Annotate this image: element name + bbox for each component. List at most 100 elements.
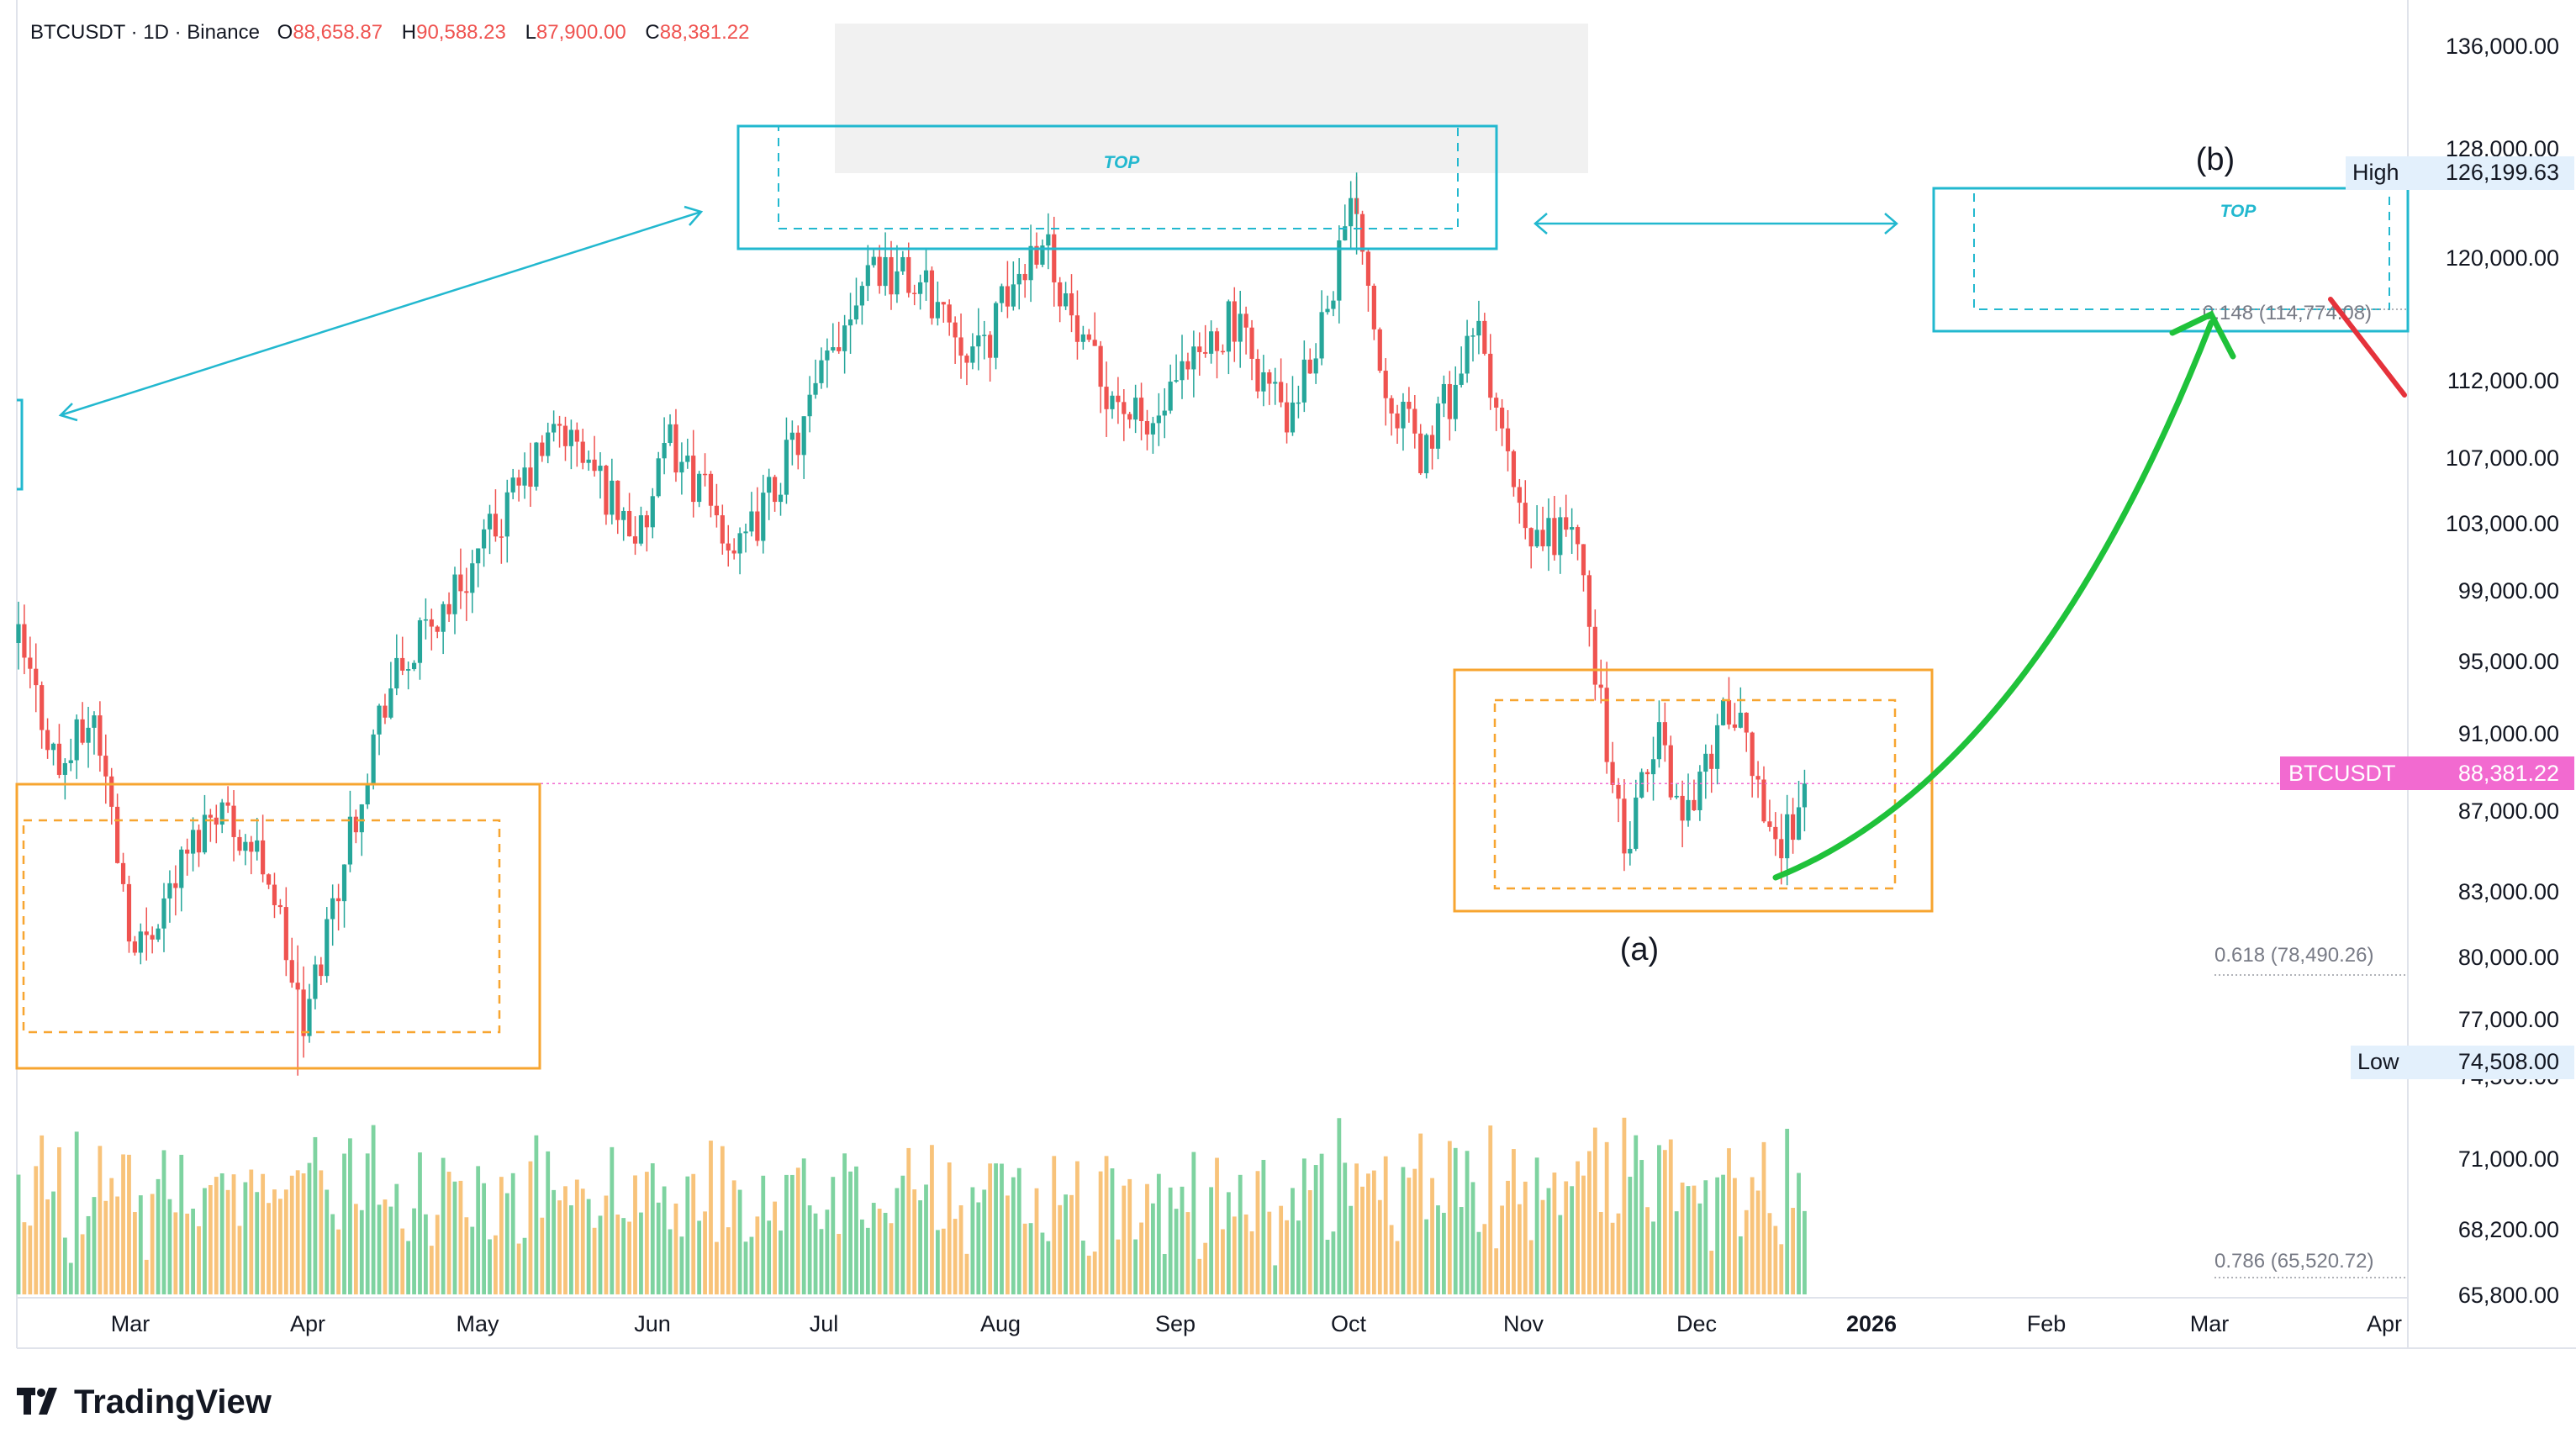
volume-bar	[1139, 1222, 1143, 1294]
candle-body	[1488, 353, 1493, 398]
volume-bar	[1540, 1199, 1545, 1294]
candle-body	[214, 817, 219, 825]
volume-bar	[813, 1213, 818, 1294]
candle-body	[249, 841, 254, 852]
volume-bar	[1442, 1212, 1446, 1294]
candle-body	[1674, 795, 1679, 798]
volume-bar	[203, 1188, 207, 1294]
candle-body	[1761, 779, 1766, 822]
volume-bar	[1307, 1190, 1312, 1294]
candle-body	[1011, 284, 1016, 307]
candle-body	[1174, 380, 1179, 382]
volume-bar	[74, 1131, 79, 1294]
candle-body	[1412, 408, 1417, 434]
volume-bar	[703, 1211, 707, 1294]
volume-bar	[1104, 1156, 1109, 1294]
price-tick-label: 95,000.00	[2458, 649, 2559, 674]
candle-body	[982, 335, 987, 336]
candle-body	[132, 941, 137, 953]
candle-body	[1313, 358, 1318, 374]
volume-bar	[767, 1220, 772, 1294]
volume-bar	[40, 1135, 45, 1294]
price-tick-label: 107,000.00	[2446, 445, 2559, 471]
candle-body	[1482, 320, 1487, 354]
volume-bar	[470, 1226, 475, 1294]
volume-bar	[1337, 1118, 1342, 1294]
volume-bar	[1534, 1157, 1539, 1294]
price-tick-label: 112,000.00	[2447, 368, 2559, 393]
candle-body	[1238, 314, 1243, 342]
candle-body	[912, 292, 917, 294]
range-box-left[interactable]	[15, 783, 541, 1070]
candle-body	[1505, 428, 1511, 451]
volume-bar	[121, 1154, 125, 1294]
candle-body	[714, 505, 719, 516]
candle-body	[336, 898, 341, 902]
candle-body	[499, 536, 504, 538]
volume-bar	[377, 1204, 382, 1294]
candle-body	[1622, 798, 1627, 854]
volume-bar	[656, 1202, 661, 1294]
volume-bar	[325, 1189, 330, 1294]
volume-bars	[16, 1117, 1807, 1294]
candle-body	[552, 424, 557, 433]
time-tick-label: Feb	[2027, 1311, 2067, 1336]
volume-bar	[1319, 1153, 1324, 1294]
volume-bar	[1209, 1187, 1213, 1294]
candle-body	[1255, 358, 1260, 392]
volume-bar	[1692, 1185, 1697, 1294]
volume-bar	[650, 1163, 655, 1294]
candle-body	[377, 705, 382, 735]
volume-bar	[191, 1209, 195, 1294]
volume-bar	[482, 1183, 486, 1294]
candle-body	[1726, 700, 1732, 725]
candle-body	[1755, 776, 1760, 780]
candle-body	[482, 529, 487, 549]
candle-body	[493, 514, 499, 537]
candle-body	[1220, 350, 1226, 353]
time-axis[interactable]: Mar Apr May Jun Jul Aug Sep Oct Nov Dec 2026 Feb Mar…	[111, 1311, 2402, 1336]
volume-bar	[1733, 1178, 1737, 1294]
range-box-right[interactable]	[1453, 668, 1934, 913]
volume-bar	[924, 1184, 928, 1294]
tradingview-logo[interactable]: TradingView	[17, 1377, 272, 1427]
volume-bar	[1570, 1186, 1575, 1294]
candle-body	[219, 802, 224, 825]
candle-body	[807, 394, 812, 417]
volume-bar	[795, 1167, 800, 1294]
candle-body	[1349, 198, 1354, 227]
volume-bar	[644, 1172, 649, 1294]
top-box-right-inner	[1973, 187, 2390, 310]
candle-body	[562, 425, 568, 446]
candle-body	[353, 816, 358, 833]
candle-body	[330, 898, 335, 920]
candle-body	[702, 473, 708, 476]
volume-bar	[1686, 1186, 1691, 1294]
candle-body	[1645, 772, 1650, 775]
candle-body	[487, 514, 493, 530]
volume-bar	[1558, 1215, 1563, 1294]
candle-body	[737, 533, 742, 554]
volume-bar	[225, 1189, 230, 1294]
candle-body	[935, 302, 940, 319]
candle-body	[1686, 799, 1691, 821]
volume-bar	[1506, 1180, 1510, 1294]
volume-bar	[546, 1151, 551, 1294]
volume-bar	[761, 1175, 766, 1294]
volume-bar	[1651, 1221, 1655, 1294]
volume-bar	[1604, 1141, 1609, 1294]
volume-bar	[726, 1227, 731, 1294]
volume-bar	[342, 1153, 346, 1294]
price-axis[interactable]: 136,000.00128,000.00120,000.00112,000.00…	[2446, 34, 2559, 1308]
candle-body	[74, 719, 79, 761]
volume-bar	[697, 1220, 702, 1294]
candle-body	[976, 335, 981, 347]
low-value-header: 87,900.00	[536, 21, 626, 44]
volume-bar	[639, 1212, 643, 1294]
price-tick-label: 68,200.00	[2458, 1217, 2559, 1242]
time-tick-label: Mar	[2190, 1311, 2230, 1336]
volume-bar	[1221, 1229, 1225, 1294]
candle-body	[516, 477, 521, 486]
